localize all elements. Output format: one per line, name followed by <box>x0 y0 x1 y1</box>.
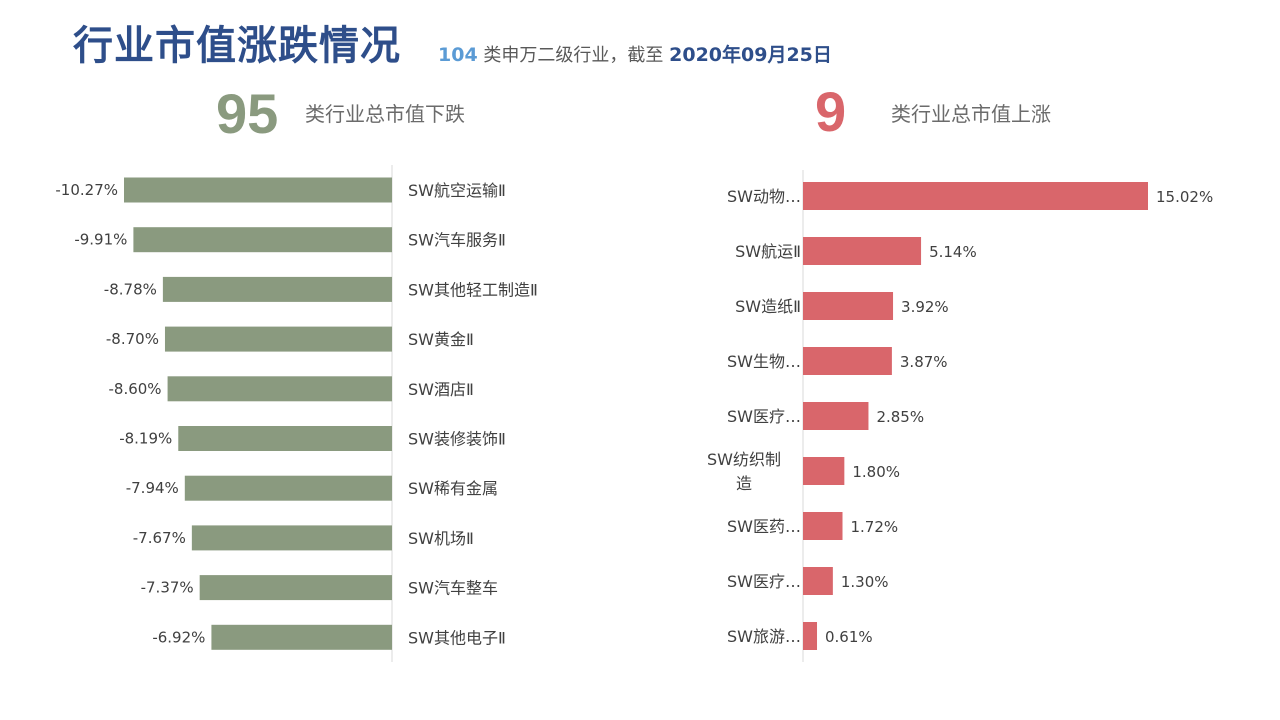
down-bar <box>164 326 392 352</box>
up-bar-value-label: 15.02% <box>1156 188 1213 206</box>
up-category-label-line: 造 <box>736 474 752 493</box>
down-bar-value-label: -9.91% <box>74 231 127 249</box>
up-bar <box>803 402 869 430</box>
down-label: 类行业总市值下跌 <box>305 102 465 126</box>
up-category-label: SW医疗… <box>727 572 801 591</box>
down-bar-value-label: -8.60% <box>109 380 162 398</box>
up-bar <box>803 622 818 650</box>
up-bar <box>803 237 922 265</box>
down-category-label: SW装修装饰Ⅱ <box>408 430 506 449</box>
down-category-label: SW汽车整车 <box>408 579 498 598</box>
up-category-label: SW造纸Ⅱ <box>735 297 801 316</box>
down-category-label: SW汽车服务Ⅱ <box>408 231 506 250</box>
down-bar-value-label: -7.37% <box>141 579 194 597</box>
up-bar <box>803 292 894 320</box>
up-category-label: SW纺织制造 <box>707 450 781 493</box>
down-bar <box>191 525 392 551</box>
up-bar <box>803 347 892 375</box>
up-category-label: SW医药… <box>727 517 801 536</box>
down-category-label: SW航空运输Ⅱ <box>408 181 506 200</box>
down-bar-value-label: -8.78% <box>104 280 157 298</box>
up-bar-value-label: 1.72% <box>851 518 899 536</box>
down-category-label: SW其他电子Ⅱ <box>408 628 506 647</box>
down-bar-value-label: -10.27% <box>55 181 118 199</box>
down-bar-value-label: -8.19% <box>119 430 172 448</box>
down-bar <box>133 227 392 253</box>
down-bar-value-label: -8.70% <box>106 330 159 348</box>
subtitle-text: 类申万二级行业，截至 <box>477 45 670 66</box>
down-bar <box>124 177 392 203</box>
up-category-label: SW动物… <box>727 187 801 206</box>
down-bar-value-label: -7.94% <box>126 479 179 497</box>
up-bar-value-label: 1.30% <box>841 573 889 591</box>
page-title: 行业市值涨跌情况 <box>73 23 401 69</box>
down-bar <box>184 475 392 501</box>
up-bar-value-label: 3.87% <box>900 353 948 371</box>
up-category-label: SW生物… <box>727 352 801 371</box>
up-bar-value-label: 1.80% <box>852 463 900 481</box>
down-bar <box>162 276 392 302</box>
down-bar-value-label: -7.67% <box>133 529 186 547</box>
up-bar <box>803 567 833 595</box>
down-count: 95 <box>216 82 279 145</box>
up-category-label: SW航运Ⅱ <box>735 242 801 261</box>
up-bar <box>803 457 845 485</box>
down-category-label: SW黄金Ⅱ <box>408 330 474 349</box>
up-bar-value-label: 5.14% <box>929 243 977 261</box>
page-subtitle: 104 类申万二级行业，截至 2020年09月25日 <box>438 42 832 69</box>
up-category-label: SW医疗… <box>727 407 801 426</box>
down-bar <box>199 575 392 601</box>
down-category-label: SW稀有金属 <box>408 479 498 498</box>
down-bar <box>167 376 392 402</box>
subtitle-date: 2020年09月25日 <box>669 44 832 66</box>
subtitle-industry-count: 104 <box>438 44 478 66</box>
down-bar-value-label: -6.92% <box>152 628 205 646</box>
up-category-label: SW旅游… <box>727 627 801 646</box>
up-bar-value-label: 3.92% <box>901 298 949 316</box>
up-category-label-line: SW纺织制 <box>707 450 781 469</box>
up-count: 9 <box>815 80 847 143</box>
up-bar <box>803 512 843 540</box>
down-category-label: SW其他轻工制造Ⅱ <box>408 280 538 299</box>
down-category-label: SW酒店Ⅱ <box>408 380 474 399</box>
up-bar-value-label: 2.85% <box>876 408 924 426</box>
up-bar-value-label: 0.61% <box>825 628 873 646</box>
up-bar <box>803 182 1148 210</box>
up-label: 类行业总市值上涨 <box>891 102 1051 126</box>
down-bar <box>178 426 392 451</box>
down-bar <box>211 624 392 650</box>
down-category-label: SW机场Ⅱ <box>408 529 474 548</box>
